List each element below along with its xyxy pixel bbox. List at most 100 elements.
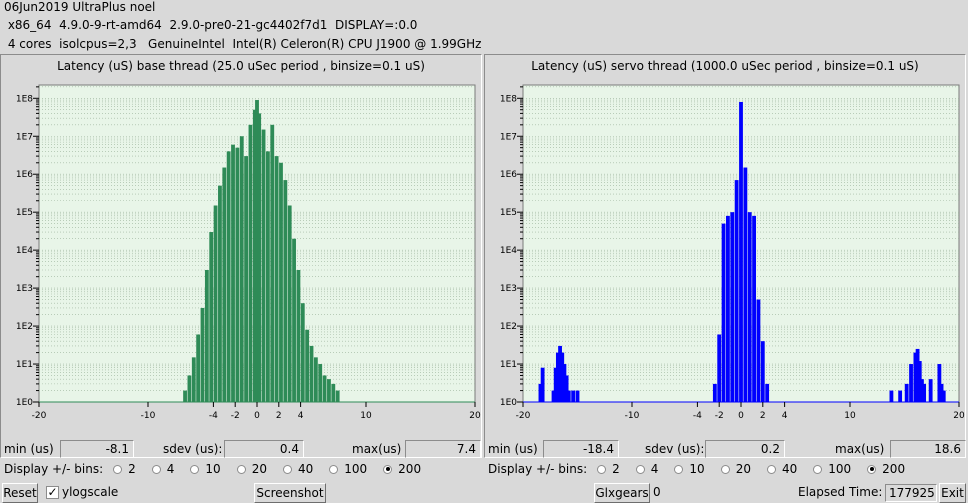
base-bar	[270, 124, 275, 402]
servo-bar	[939, 383, 944, 402]
base-bins-option-label: 10	[205, 462, 221, 476]
base-bins-option-10[interactable]: 10	[190, 462, 221, 476]
radio-icon[interactable]	[766, 464, 776, 474]
radio-icon[interactable]	[113, 464, 123, 474]
base-bar	[274, 156, 279, 402]
base-bins-option-20[interactable]: 20	[236, 462, 267, 476]
base-x-tick-label: 2	[276, 411, 282, 421]
elapsed-time-label: Elapsed Time:	[798, 485, 883, 499]
screenshot-button[interactable]: Screenshot	[254, 483, 326, 503]
servo-bins-option-label: 20	[735, 462, 751, 476]
servo-max-label: max(us)	[835, 442, 885, 456]
radio-icon[interactable]	[151, 464, 161, 474]
servo-y-tick-label: 1E6	[500, 170, 517, 180]
title-date-host: 06Jun2019 UltraPlus noel	[4, 0, 156, 14]
base-y-tick-label: 1E5	[16, 208, 33, 218]
servo-bins-option-label: 2	[612, 462, 620, 476]
base-min-label: min (us)	[4, 442, 54, 456]
servo-bins-option-2[interactable]: 2	[597, 462, 620, 476]
radio-icon[interactable]	[383, 464, 393, 474]
servo-y-tick-label: 1E5	[500, 208, 517, 218]
base-bar	[226, 151, 231, 402]
radio-icon[interactable]	[867, 464, 877, 474]
servo-bins-option-100[interactable]: 100	[813, 462, 851, 476]
elapsed-time-value: 177925	[885, 484, 937, 502]
servo-bar	[913, 352, 918, 402]
base-bins-option-200[interactable]: 200	[383, 462, 421, 476]
servo-x-tick-label: 2	[760, 411, 766, 421]
base-bar	[244, 156, 249, 402]
servo-x-tick-label: -2	[715, 411, 724, 421]
base-bar	[191, 357, 196, 402]
base-x-tick-label: -4	[209, 411, 218, 421]
base-bins-option-label: 2	[128, 462, 136, 476]
servo-bins-option-10[interactable]: 10	[674, 462, 705, 476]
servo-min-value: -18.4	[543, 440, 619, 458]
servo-bar	[747, 212, 752, 402]
servo-bins-label: Display +/- bins:	[488, 462, 588, 476]
radio-icon[interactable]	[597, 464, 607, 474]
servo-bins-option-40[interactable]: 40	[766, 462, 798, 476]
glxgears-button[interactable]: Glxgears	[594, 483, 650, 503]
servo-y-tick-label: 1E2	[500, 322, 517, 332]
radio-icon[interactable]	[674, 464, 684, 474]
base-bins-option-4[interactable]: 4	[151, 462, 174, 476]
base-y-tick-label: 1E7	[16, 132, 33, 142]
servo-bar	[566, 390, 571, 402]
base-y-tick-label: 1E8	[16, 94, 33, 104]
base-bar	[265, 151, 270, 402]
base-bar	[313, 357, 318, 402]
base-bar	[222, 167, 227, 402]
exit-button[interactable]: Exit	[939, 483, 966, 503]
base-bar	[187, 375, 192, 402]
base-bins-option-40[interactable]: 40	[282, 462, 314, 476]
servo-bar	[756, 299, 761, 402]
base-bar	[300, 303, 305, 402]
servo-bar	[560, 352, 565, 402]
servo-bins-option-label: 200	[882, 462, 906, 476]
base-bar	[292, 238, 296, 402]
ylogscale-checkbox[interactable]: ✓	[46, 485, 59, 499]
servo-y-tick-label: 1E1	[500, 360, 517, 370]
radio-icon[interactable]	[635, 464, 645, 474]
base-bins-option-2[interactable]: 2	[113, 462, 136, 476]
servo-bins-option-4[interactable]: 4	[635, 462, 659, 476]
servo-sdev-value: 0.2	[705, 440, 785, 458]
servo-bar	[712, 383, 717, 402]
servo-bins-option-20[interactable]: 20	[720, 462, 751, 476]
base-bins-option-100[interactable]: 100	[329, 462, 367, 476]
base-bar	[335, 390, 340, 402]
radio-icon[interactable]	[813, 464, 823, 474]
base-y-tick-label: 1E0	[16, 398, 33, 408]
base-thread-panel: Latency (uS) base thread (25.0 uSec peri…	[0, 54, 482, 458]
radio-icon[interactable]	[236, 464, 246, 474]
servo-bar	[730, 212, 735, 402]
servo-bar	[941, 390, 946, 402]
servo-thread-title: Latency (uS) servo thread (1000.0 uSec p…	[531, 59, 919, 73]
servo-bins-option-label: 4	[650, 462, 659, 476]
servo-bar	[898, 390, 903, 402]
base-bins-option-label: 40	[297, 462, 314, 476]
radio-icon[interactable]	[329, 464, 339, 474]
radio-icon[interactable]	[720, 464, 730, 474]
reset-button[interactable]: Reset	[2, 483, 38, 503]
base-bar	[261, 129, 266, 403]
base-bins-selector: Display +/- bins: 2 4 10 20 40 100 200	[4, 462, 437, 476]
radio-icon[interactable]	[282, 464, 292, 474]
base-y-tick-label: 1E2	[16, 322, 33, 332]
base-sdev-value: 0.4	[224, 440, 304, 458]
radio-icon[interactable]	[190, 464, 200, 474]
servo-bar	[734, 180, 739, 402]
cpu-info: 4 cores isolcpus=2,3 GenuineIntel Intel(…	[4, 37, 482, 51]
base-bar	[322, 375, 327, 402]
base-bar	[279, 162, 283, 402]
servo-sdev-label: sdev (us):	[645, 442, 705, 456]
base-bar	[296, 269, 301, 402]
servo-max-value: 18.6	[890, 440, 966, 458]
servo-bins-option-label: 40	[781, 462, 798, 476]
servo-y-tick-label: 1E4	[500, 246, 517, 256]
base-bar	[248, 124, 253, 402]
servo-bar	[717, 334, 722, 402]
ylogscale-label: ylogscale	[62, 485, 119, 499]
servo-bins-option-200[interactable]: 200	[867, 462, 905, 476]
